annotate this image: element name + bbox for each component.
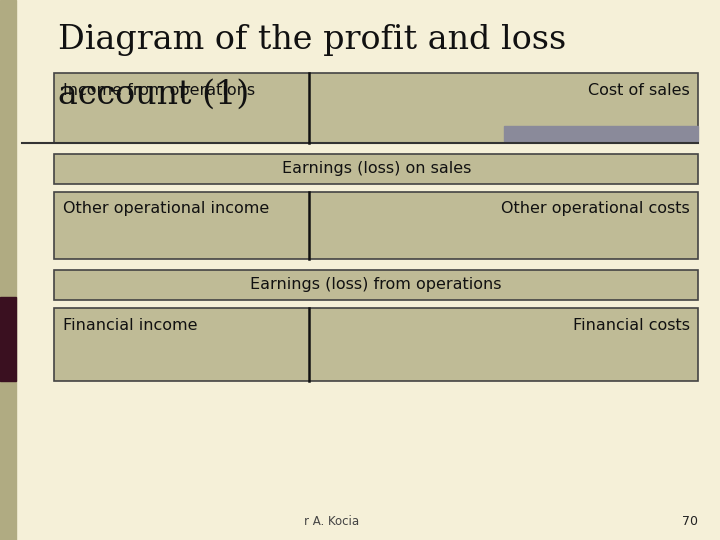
Text: 70: 70	[683, 515, 698, 528]
Bar	[504, 126, 698, 141]
Text: Cost of sales: Cost of sales	[588, 83, 690, 98]
Text: Income from operations: Income from operations	[63, 83, 255, 98]
Bar	[54, 154, 698, 184]
Bar	[54, 308, 698, 381]
Bar	[54, 192, 698, 259]
Text: Other operational costs: Other operational costs	[501, 201, 690, 217]
Text: Financial costs: Financial costs	[573, 318, 690, 333]
Text: account (1): account (1)	[58, 78, 249, 110]
Text: Earnings (loss) from operations: Earnings (loss) from operations	[251, 278, 502, 292]
Text: Earnings (loss) on sales: Earnings (loss) on sales	[282, 161, 471, 176]
Text: Diagram of the profit and loss: Diagram of the profit and loss	[58, 24, 566, 56]
Bar	[0, 0, 16, 540]
Text: r A. Kocia: r A. Kocia	[304, 515, 359, 528]
Bar	[0, 297, 16, 381]
Bar	[54, 73, 698, 143]
Bar	[54, 270, 698, 300]
Text: Financial income: Financial income	[63, 318, 197, 333]
Text: Other operational income: Other operational income	[63, 201, 269, 217]
